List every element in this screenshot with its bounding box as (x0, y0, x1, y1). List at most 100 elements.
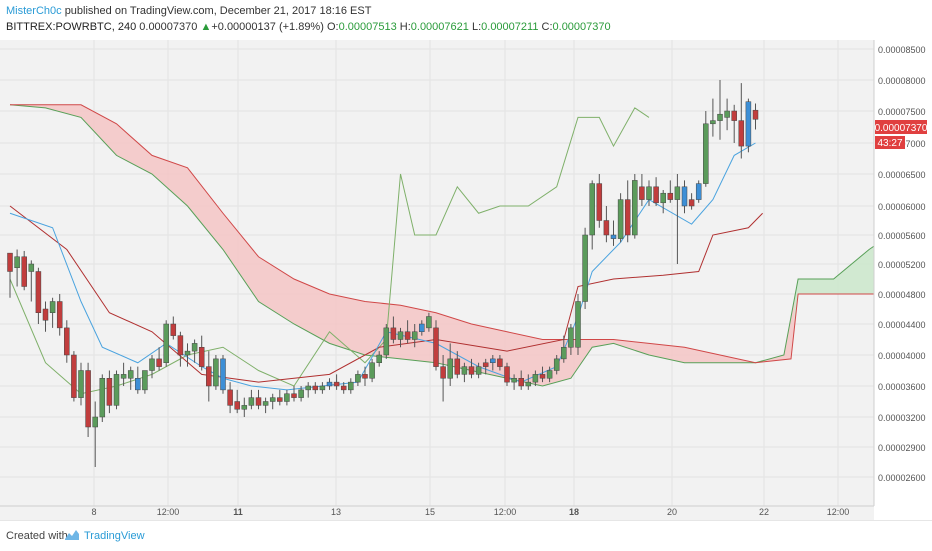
candle-body (71, 354, 77, 398)
candle-body (667, 192, 674, 200)
candle-body (149, 358, 155, 371)
candle-body (426, 316, 432, 329)
candle-body (546, 370, 553, 379)
candle-body (21, 256, 27, 287)
candle-body (305, 385, 311, 391)
y-tick-label: 0.00006000 (878, 202, 926, 212)
x-tick-label: 18 (569, 507, 579, 517)
candle-body (177, 335, 184, 356)
candle-body (617, 199, 624, 239)
candle-body (738, 120, 745, 147)
low-label: L: (471, 21, 482, 33)
chart-header: MisterCh0c published on TradingView.com,… (0, 0, 932, 40)
y-tick-label: 0.00004400 (878, 320, 926, 330)
candle-body (362, 374, 368, 379)
candle-body (298, 389, 304, 398)
ohlc-line: BITTREX:POWRBTC, 240 0.00007370 ▲+0.0000… (6, 21, 611, 33)
x-tick-label: 15 (425, 507, 435, 517)
y-tick-label: 0.00003600 (878, 382, 926, 392)
candle-body (454, 358, 461, 375)
candle-body (184, 350, 191, 356)
y-tick-label: 0.00008500 (878, 45, 926, 55)
candle-body (589, 183, 595, 236)
price-tags: 0.00007370 43:27 (875, 120, 928, 149)
x-tick-label: 22 (759, 507, 769, 517)
candle-body (213, 358, 219, 387)
candle-body (170, 323, 177, 336)
candle-body (333, 381, 340, 387)
y-tick-label: 0.00002900 (878, 443, 926, 453)
candle-body (269, 397, 276, 402)
tradingview-brand[interactable]: TradingView (84, 530, 145, 542)
candle-body (241, 405, 248, 410)
high-label: H: (399, 21, 411, 33)
candle-body (681, 186, 688, 207)
candle-body (411, 331, 418, 340)
candle-body (28, 263, 35, 272)
candle-body (646, 186, 652, 200)
candle-body (42, 308, 49, 321)
candle-body (340, 385, 347, 391)
y-tick-label: 0.00002600 (878, 473, 926, 483)
y-tick-label: 0.00004000 (878, 351, 926, 361)
candle-body (482, 362, 489, 367)
candle-body (348, 381, 354, 391)
candle-body (255, 397, 262, 406)
candle-body (291, 393, 297, 398)
candle-body (220, 358, 226, 391)
candle-body (312, 385, 319, 391)
countdown-tag (875, 136, 905, 149)
candle-body (7, 252, 13, 272)
cloud-bullish (794, 235, 891, 326)
publish-line: MisterCh0c published on TradingView.com,… (6, 5, 371, 17)
kijun-sen-line (9, 205, 763, 383)
candle-body (539, 374, 546, 379)
candle-body (64, 327, 70, 356)
candle-body (582, 234, 588, 302)
price-tag-text: 0.00007370 (875, 123, 928, 134)
candle-body (376, 354, 382, 363)
candle-body (752, 109, 759, 120)
candle-body (56, 301, 63, 329)
candle-body (383, 327, 390, 356)
candle-body (440, 366, 446, 379)
candle-body (603, 220, 610, 236)
candle-body (575, 301, 581, 348)
price-chart[interactable]: 0.000085000.000080000.000075000.00007000… (0, 40, 932, 520)
candle-body (710, 120, 716, 125)
senkou-span-b-line (10, 104, 891, 364)
author-link[interactable]: MisterCh0c (6, 5, 62, 17)
candle-body (113, 374, 120, 406)
candle-body (724, 110, 730, 118)
x-tick-label: 12:00 (827, 507, 850, 517)
candle-body (674, 186, 681, 200)
candle-body (262, 401, 269, 406)
ichimoku-cloud (10, 104, 891, 387)
candle-body (731, 110, 737, 121)
candle-body (653, 186, 659, 204)
candle-body (198, 347, 205, 367)
candle-body (639, 186, 645, 200)
candle-body (92, 416, 98, 428)
y-tick-label: 0.00005600 (878, 231, 926, 241)
y-axis-labels: 0.000085000.000080000.000075000.00007000… (878, 45, 926, 483)
candle-body (85, 370, 91, 428)
candle-body (568, 327, 574, 348)
candle-body (135, 378, 141, 391)
open-value: 0.00007513 (338, 21, 397, 33)
candle-body (191, 343, 198, 352)
candle-body (284, 393, 290, 402)
candle-body (127, 370, 134, 379)
candle-body (497, 358, 503, 367)
candle-body (106, 378, 113, 406)
candle-body (688, 199, 695, 207)
candle-body (142, 370, 148, 391)
y-tick-label: 0.00007500 (878, 107, 926, 117)
candle-body (156, 358, 162, 367)
created-with-label: Created with (6, 530, 68, 542)
cloud-bearish (10, 104, 795, 387)
candle-body (532, 374, 539, 383)
x-tick-label: 12:00 (494, 507, 517, 517)
x-tick-label: 11 (233, 507, 243, 517)
y-tick-label: 0.00006500 (878, 170, 926, 180)
